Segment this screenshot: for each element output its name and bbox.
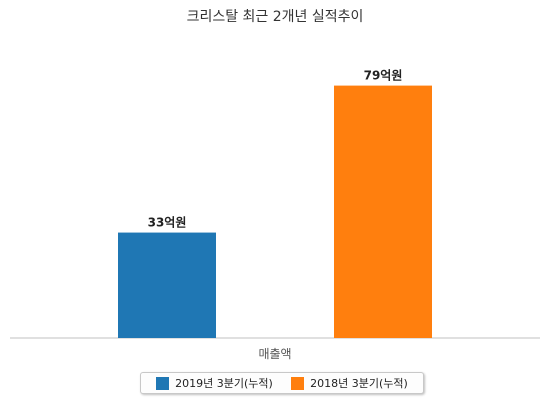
chart-title: 크리스탈 최근 2개년 실적추이 bbox=[186, 9, 364, 25]
data-label-group: 33억원 79억원 bbox=[148, 69, 403, 230]
legend-item-2018[interactable]: 2018년 3분기(누적) bbox=[291, 375, 408, 391]
x-tick-label: 매출액 bbox=[258, 347, 291, 361]
legend: 2019년 3분기(누적) 2018년 3분기(누적) bbox=[140, 372, 424, 394]
data-label-2019: 33억원 bbox=[148, 216, 187, 230]
legend-item-2019[interactable]: 2019년 3분기(누적) bbox=[156, 375, 273, 391]
bar-2018[interactable] bbox=[334, 85, 432, 339]
bar-group bbox=[118, 85, 432, 339]
bar-2019[interactable] bbox=[118, 232, 216, 338]
legend-label-2018: 2018년 3분기(누적) bbox=[310, 377, 408, 390]
legend-label-2019: 2019년 3분기(누적) bbox=[175, 377, 273, 390]
data-label-2018: 79억원 bbox=[364, 69, 403, 83]
legend-swatch-2019 bbox=[156, 376, 170, 390]
legend-swatch-2018 bbox=[291, 376, 305, 390]
